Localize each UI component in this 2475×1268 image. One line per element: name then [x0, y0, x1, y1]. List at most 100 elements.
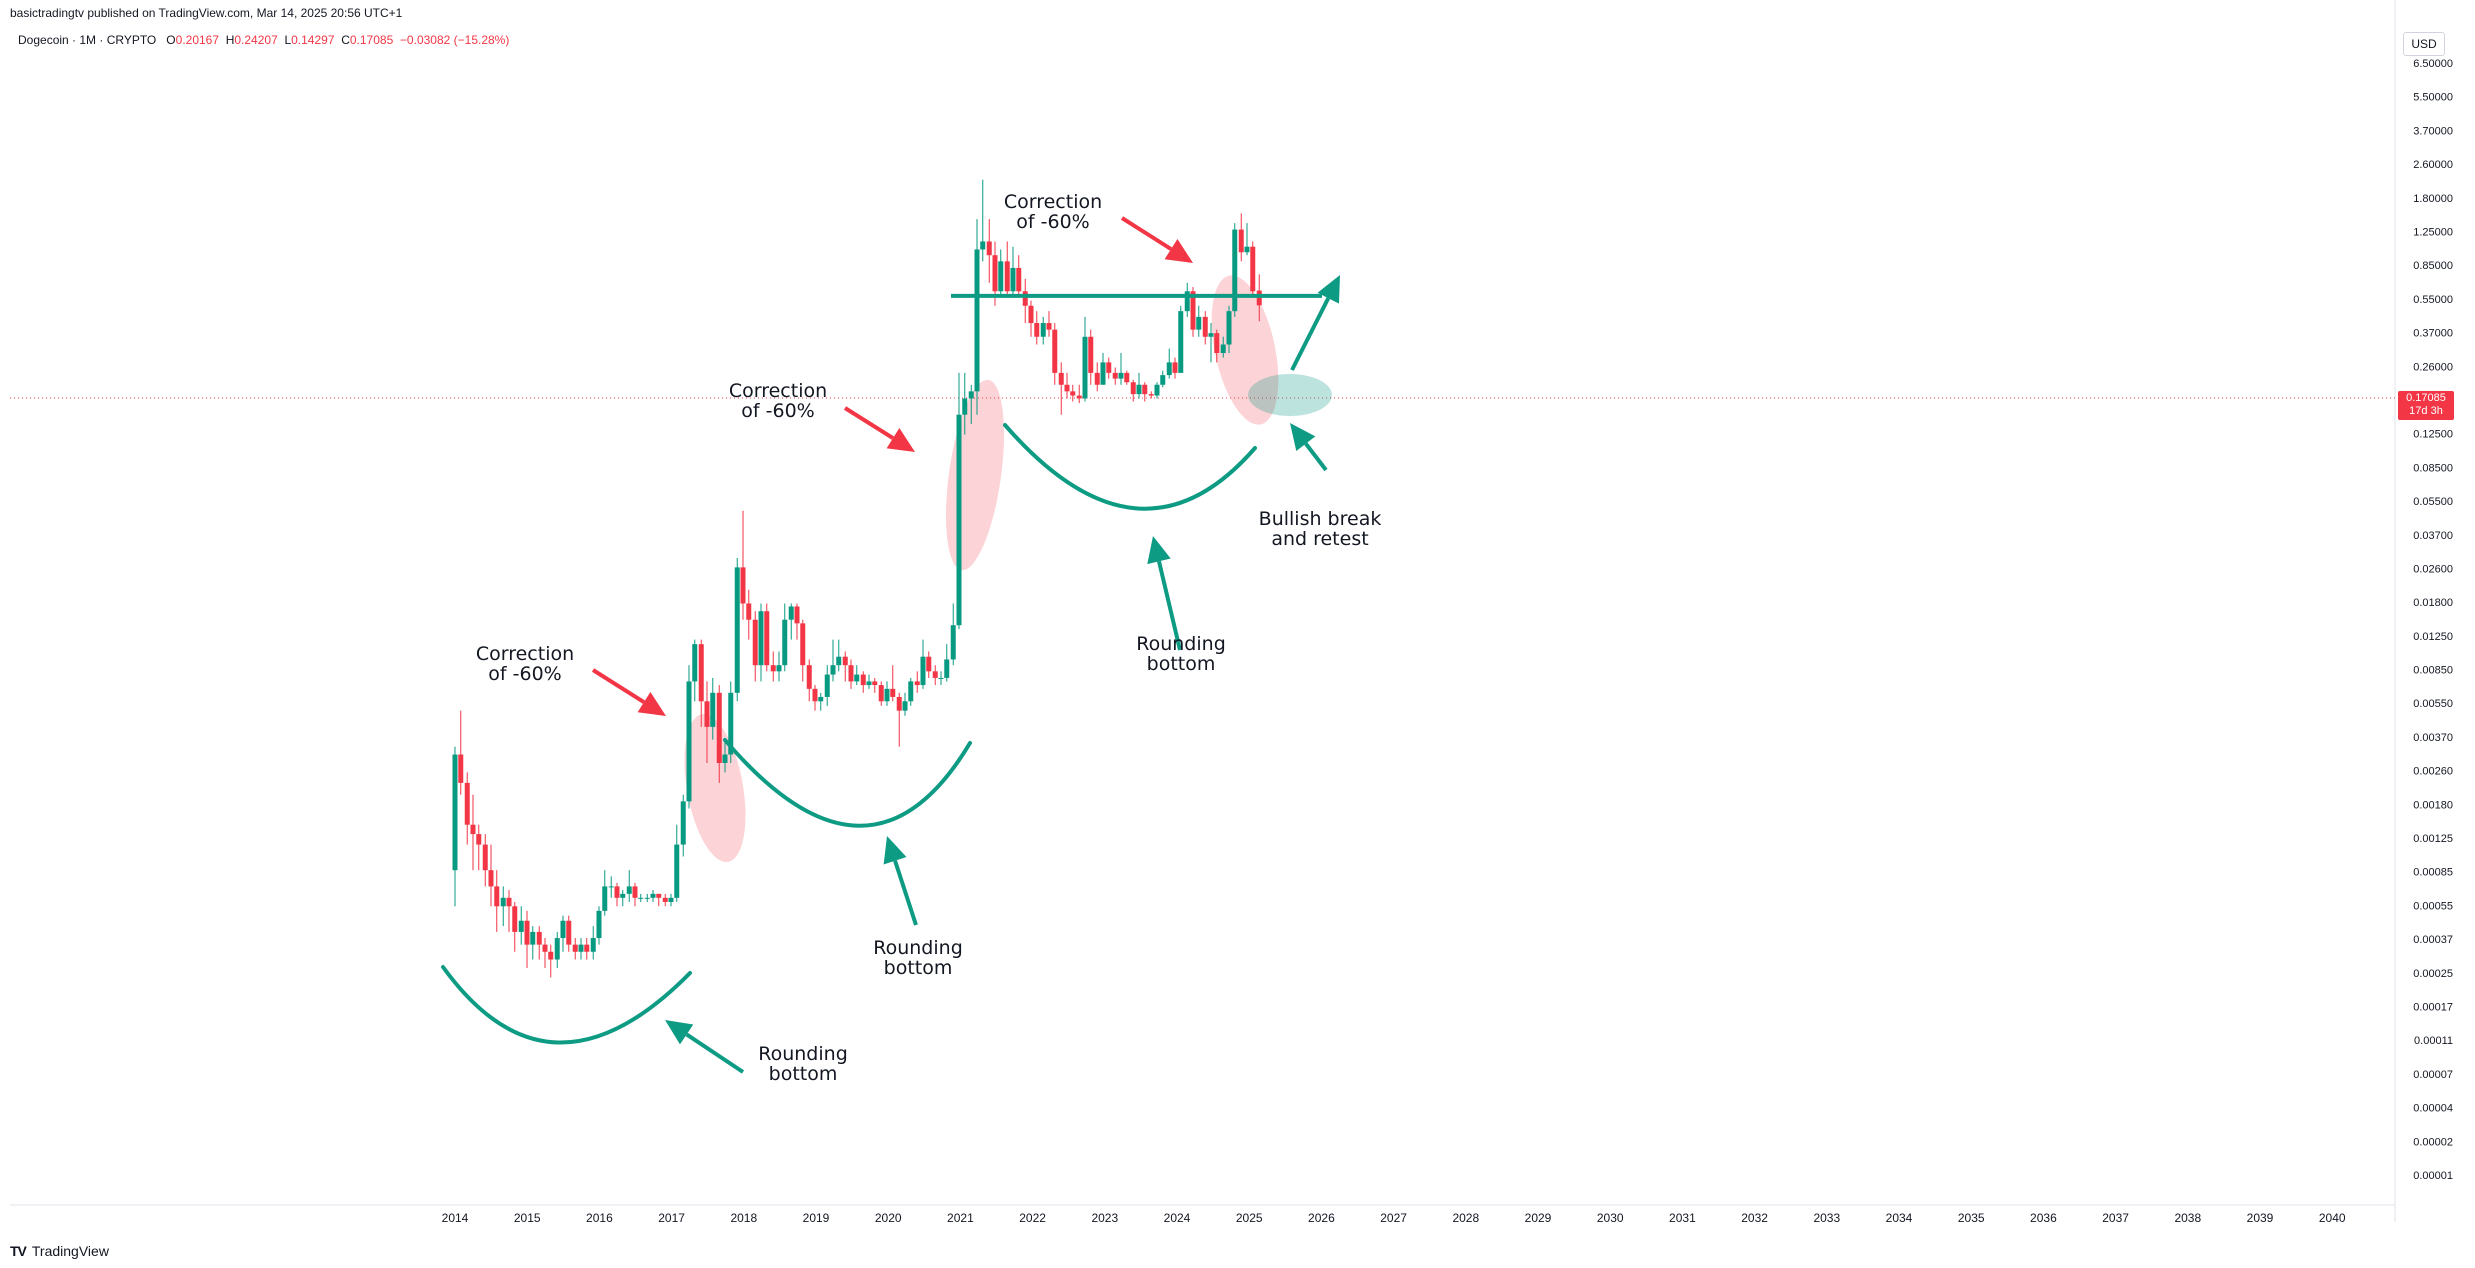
- candle-body: [1010, 267, 1016, 292]
- candle-body: [518, 920, 524, 932]
- correction-arrow-shaft: [591, 668, 646, 704]
- currency-button[interactable]: USD: [2403, 32, 2445, 56]
- time-tick-label: 2035: [1958, 1211, 1985, 1225]
- rounding-arrow-shaft: [685, 1032, 745, 1074]
- candle-body: [974, 249, 980, 392]
- candle-body: [986, 241, 992, 256]
- time-tick-label: 2028: [1452, 1211, 1479, 1225]
- candle-body: [1016, 267, 1022, 292]
- open-label: O: [166, 33, 176, 47]
- candle-body: [494, 886, 500, 907]
- candle-body: [482, 844, 488, 871]
- correction-zone: [945, 379, 1005, 571]
- retest-zone: [1248, 374, 1332, 416]
- candle-body: [584, 944, 590, 952]
- time-tick-label: 2025: [1236, 1211, 1263, 1225]
- candle-body: [578, 944, 584, 952]
- candle-body: [1022, 291, 1028, 306]
- candle-body: [554, 938, 560, 960]
- candle-body: [572, 944, 578, 952]
- price-tick-label: 0.00037: [2413, 934, 2453, 946]
- time-tick-label: 2020: [875, 1211, 902, 1225]
- footer-brand[interactable]: TV TradingView: [10, 1243, 109, 1259]
- last-price-tag: 0.17085 17d 3h: [2398, 391, 2454, 420]
- candle-body: [860, 674, 866, 686]
- price-tick-label: 0.00004: [2413, 1103, 2453, 1115]
- rounding-bottom-curve: [1003, 423, 1257, 511]
- rounding-arrow-head: [883, 836, 907, 865]
- candle-body: [950, 625, 956, 660]
- price-tick-label: 0.00370: [2413, 732, 2453, 744]
- candle-body: [1034, 323, 1040, 337]
- time-tick-label: 2026: [1308, 1211, 1335, 1225]
- correction-arrow-shaft: [843, 406, 895, 440]
- candle-body: [812, 688, 818, 702]
- time-tick-label: 2033: [1813, 1211, 1840, 1225]
- time-tick-label: 2037: [2102, 1211, 2129, 1225]
- candle-body: [890, 688, 896, 697]
- symbol-name[interactable]: Dogecoin · 1M · CRYPTO: [18, 33, 157, 47]
- candle-body: [710, 692, 716, 727]
- candle-body: [1094, 372, 1100, 385]
- candle-body: [1148, 394, 1154, 396]
- candle-body: [716, 692, 722, 763]
- candle-body: [740, 567, 746, 604]
- annotation-label: Bullish break and retest: [1259, 508, 1382, 550]
- time-tick-label: 2021: [947, 1211, 974, 1225]
- candle-body: [806, 665, 812, 689]
- time-tick-label: 2019: [803, 1211, 830, 1225]
- price-tick-label: 0.00017: [2413, 1002, 2453, 1014]
- rounding-arrow-shaft: [893, 860, 918, 926]
- open-value: 0.20167: [175, 33, 220, 47]
- candle-body: [998, 261, 1004, 292]
- candle-body: [530, 931, 536, 945]
- candle-body: [800, 623, 806, 666]
- candle-body: [962, 398, 968, 415]
- correction-arrow-shaft: [1120, 216, 1173, 251]
- candle-body: [1160, 375, 1166, 385]
- candle-body: [734, 567, 740, 693]
- price-tick-label: 1.80000: [2413, 193, 2453, 205]
- correction-arrow-head: [637, 691, 666, 716]
- price-tick-label: 6.50000: [2413, 58, 2453, 70]
- candle-body: [692, 644, 698, 682]
- candle-body: [770, 665, 776, 672]
- candle-body: [914, 681, 920, 686]
- candle-body: [656, 893, 662, 898]
- candle-body: [638, 897, 644, 899]
- time-tick-label: 2014: [442, 1211, 469, 1225]
- candle-body: [608, 886, 614, 888]
- candle-body: [830, 665, 836, 675]
- candle-body: [698, 644, 704, 702]
- price-tick-label: 5.50000: [2413, 92, 2453, 104]
- candle-body: [1004, 261, 1010, 292]
- low-value: 0.14297: [291, 33, 335, 47]
- candle-body: [776, 665, 782, 672]
- candle-body: [1100, 362, 1106, 385]
- candle-body: [704, 701, 710, 727]
- candle-body: [590, 938, 596, 952]
- candle-body: [1220, 344, 1226, 353]
- price-tick-label: 0.26000: [2413, 361, 2453, 373]
- candle-body: [1232, 229, 1238, 312]
- time-tick-label: 2018: [730, 1211, 757, 1225]
- candle-body: [902, 701, 908, 711]
- time-tick-label: 2029: [1525, 1211, 1552, 1225]
- annotation-label: Rounding bottom: [758, 1043, 848, 1085]
- candle-body: [1118, 372, 1124, 379]
- breakout-arrow-shaft: [1290, 297, 1331, 371]
- candle-body: [836, 656, 842, 666]
- candle-body: [614, 886, 620, 898]
- price-tick-label: 0.37000: [2413, 328, 2453, 340]
- candle-body: [536, 931, 542, 945]
- candle-body: [1238, 229, 1244, 253]
- candle-body: [1250, 246, 1256, 292]
- candle-body: [1070, 391, 1076, 396]
- annotation-label: Correction of -60%: [729, 380, 827, 422]
- retest-arrow-head: [1290, 423, 1316, 451]
- candle-body: [476, 834, 482, 845]
- price-tick-label: 0.05500: [2413, 496, 2453, 508]
- published-info: basictradingtv published on TradingView.…: [10, 6, 403, 20]
- time-tick-label: 2031: [1669, 1211, 1696, 1225]
